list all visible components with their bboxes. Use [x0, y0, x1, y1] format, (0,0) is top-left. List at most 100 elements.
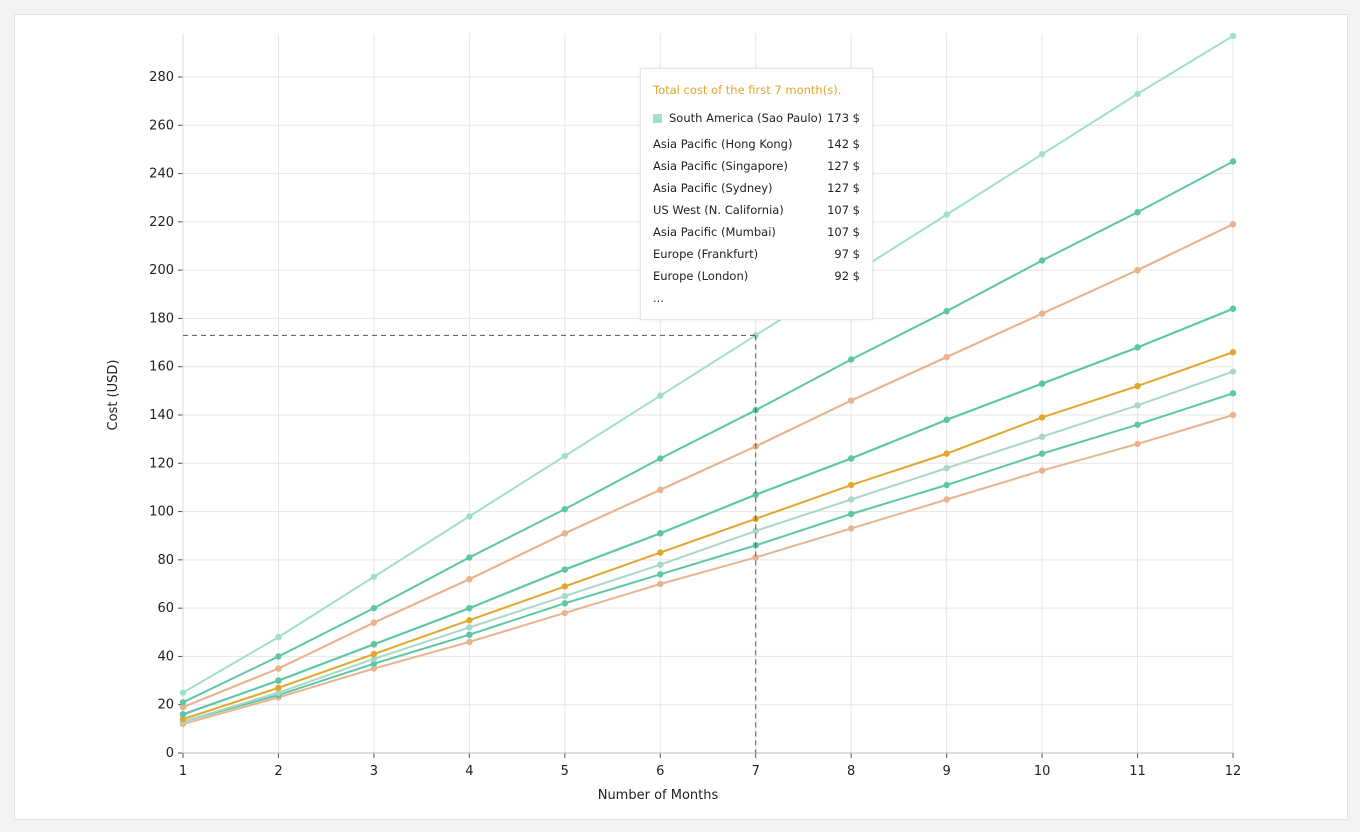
tooltip-row-value: 107 $ [827, 203, 860, 217]
data-point [466, 575, 473, 583]
data-point [561, 566, 569, 573]
y-tick-label: 140 [149, 408, 174, 423]
data-point [657, 580, 664, 588]
data-point [847, 525, 855, 532]
y-tick-label: 100 [149, 505, 174, 520]
data-point [179, 703, 187, 711]
data-point [943, 353, 950, 361]
series-7 [179, 368, 1237, 725]
data-point [943, 450, 950, 457]
series-line [182, 392, 1234, 723]
y-tick-label: 240 [149, 167, 174, 182]
x-tick-label: 2 [274, 764, 282, 779]
series-line [182, 414, 1234, 725]
data-point [943, 416, 950, 424]
x-tick-label: 12 [1225, 764, 1242, 779]
series-8 [179, 390, 1237, 725]
data-point [943, 481, 950, 489]
data-point [370, 655, 378, 663]
tooltip-row-value: 127 $ [827, 159, 860, 173]
data-point [847, 496, 855, 503]
data-point [1229, 32, 1237, 40]
y-tick-label: 160 [149, 360, 174, 375]
tooltip-title: Total cost of the first 7 month(s). [653, 83, 842, 97]
y-tick-label: 40 [157, 649, 174, 664]
data-point [657, 530, 664, 537]
y-tick-label: 200 [149, 263, 174, 278]
data-point [466, 624, 473, 631]
y-tick-label: 260 [149, 118, 174, 133]
data-point [275, 689, 282, 696]
series-9 [179, 411, 1237, 728]
data-point [561, 452, 569, 460]
data-point [1229, 390, 1237, 397]
y-axis-label: Cost (USD) [106, 360, 121, 431]
x-tick-label: 10 [1034, 764, 1051, 779]
x-tick-label: 4 [465, 764, 473, 779]
data-point [752, 491, 759, 498]
series-line [182, 35, 1234, 694]
data-point [179, 699, 187, 706]
data-point [275, 665, 282, 672]
data-point [1229, 158, 1237, 165]
data-point [752, 527, 759, 535]
tooltip-row: Asia Pacific (Hong Kong) 142 $ [653, 133, 860, 155]
data-point [561, 583, 569, 590]
data-point [275, 633, 282, 641]
tooltip-row-label: Europe (London) [653, 269, 749, 283]
data-point [1229, 305, 1237, 312]
data-point [1038, 380, 1046, 387]
series-line [182, 160, 1234, 704]
series-1 [179, 158, 1237, 706]
data-point [1229, 221, 1237, 228]
y-tick-label: 120 [149, 456, 174, 471]
x-axis-label: Number of Months [598, 788, 719, 803]
tooltip-row-label: Asia Pacific (Hong Kong) [653, 137, 793, 151]
data-point [1134, 344, 1141, 351]
data-point [1134, 402, 1141, 409]
x-tick-label: 3 [370, 764, 378, 779]
data-point [370, 604, 378, 612]
data-point [179, 716, 187, 723]
x-tick-label: 9 [942, 764, 950, 779]
data-point [370, 619, 378, 626]
tooltip-row-label: Asia Pacific (Sydney) [653, 181, 773, 195]
data-point [943, 464, 950, 472]
x-tick-label: 5 [561, 764, 569, 779]
data-point [561, 592, 569, 600]
x-tick-label: 8 [847, 764, 855, 779]
data-point [657, 561, 664, 568]
tooltip-row: South America (Sao Paulo) 173 $ [653, 107, 860, 129]
data-point [847, 510, 855, 518]
data-point [179, 689, 187, 696]
data-point [1229, 349, 1237, 356]
series-line [182, 370, 1234, 723]
y-tick-label: 180 [149, 311, 174, 326]
data-point [561, 609, 569, 617]
data-point [657, 392, 664, 399]
data-point [1134, 382, 1141, 390]
tooltip: Total cost of the first 7 month(s). Sout… [640, 68, 873, 320]
tooltip-row-value: 127 $ [827, 181, 860, 195]
x-tick-label: 7 [752, 764, 760, 779]
tooltip-row-value: 92 $ [834, 269, 860, 283]
tooltip-row: Asia Pacific (Singapore) 127 $ [653, 155, 860, 177]
series-swatch-icon [653, 114, 662, 123]
data-point [1038, 151, 1046, 158]
tooltip-row: Europe (London) 92 $ [653, 265, 860, 287]
series-0 [179, 32, 1237, 696]
tooltip-row-label: South America (Sao Paulo) [669, 111, 823, 125]
data-point [370, 573, 378, 580]
data-point [847, 397, 855, 404]
series-6 [179, 349, 1237, 723]
tooltip-row-label: Europe (Frankfurt) [653, 247, 759, 261]
tooltip-row-value: 107 $ [827, 225, 860, 239]
data-point [466, 631, 473, 638]
data-point [1038, 257, 1046, 264]
data-point [275, 684, 282, 692]
data-point [847, 455, 855, 462]
series-4 [179, 305, 1237, 718]
series-line [182, 307, 1234, 716]
data-point [179, 711, 187, 718]
data-point [1038, 467, 1046, 474]
